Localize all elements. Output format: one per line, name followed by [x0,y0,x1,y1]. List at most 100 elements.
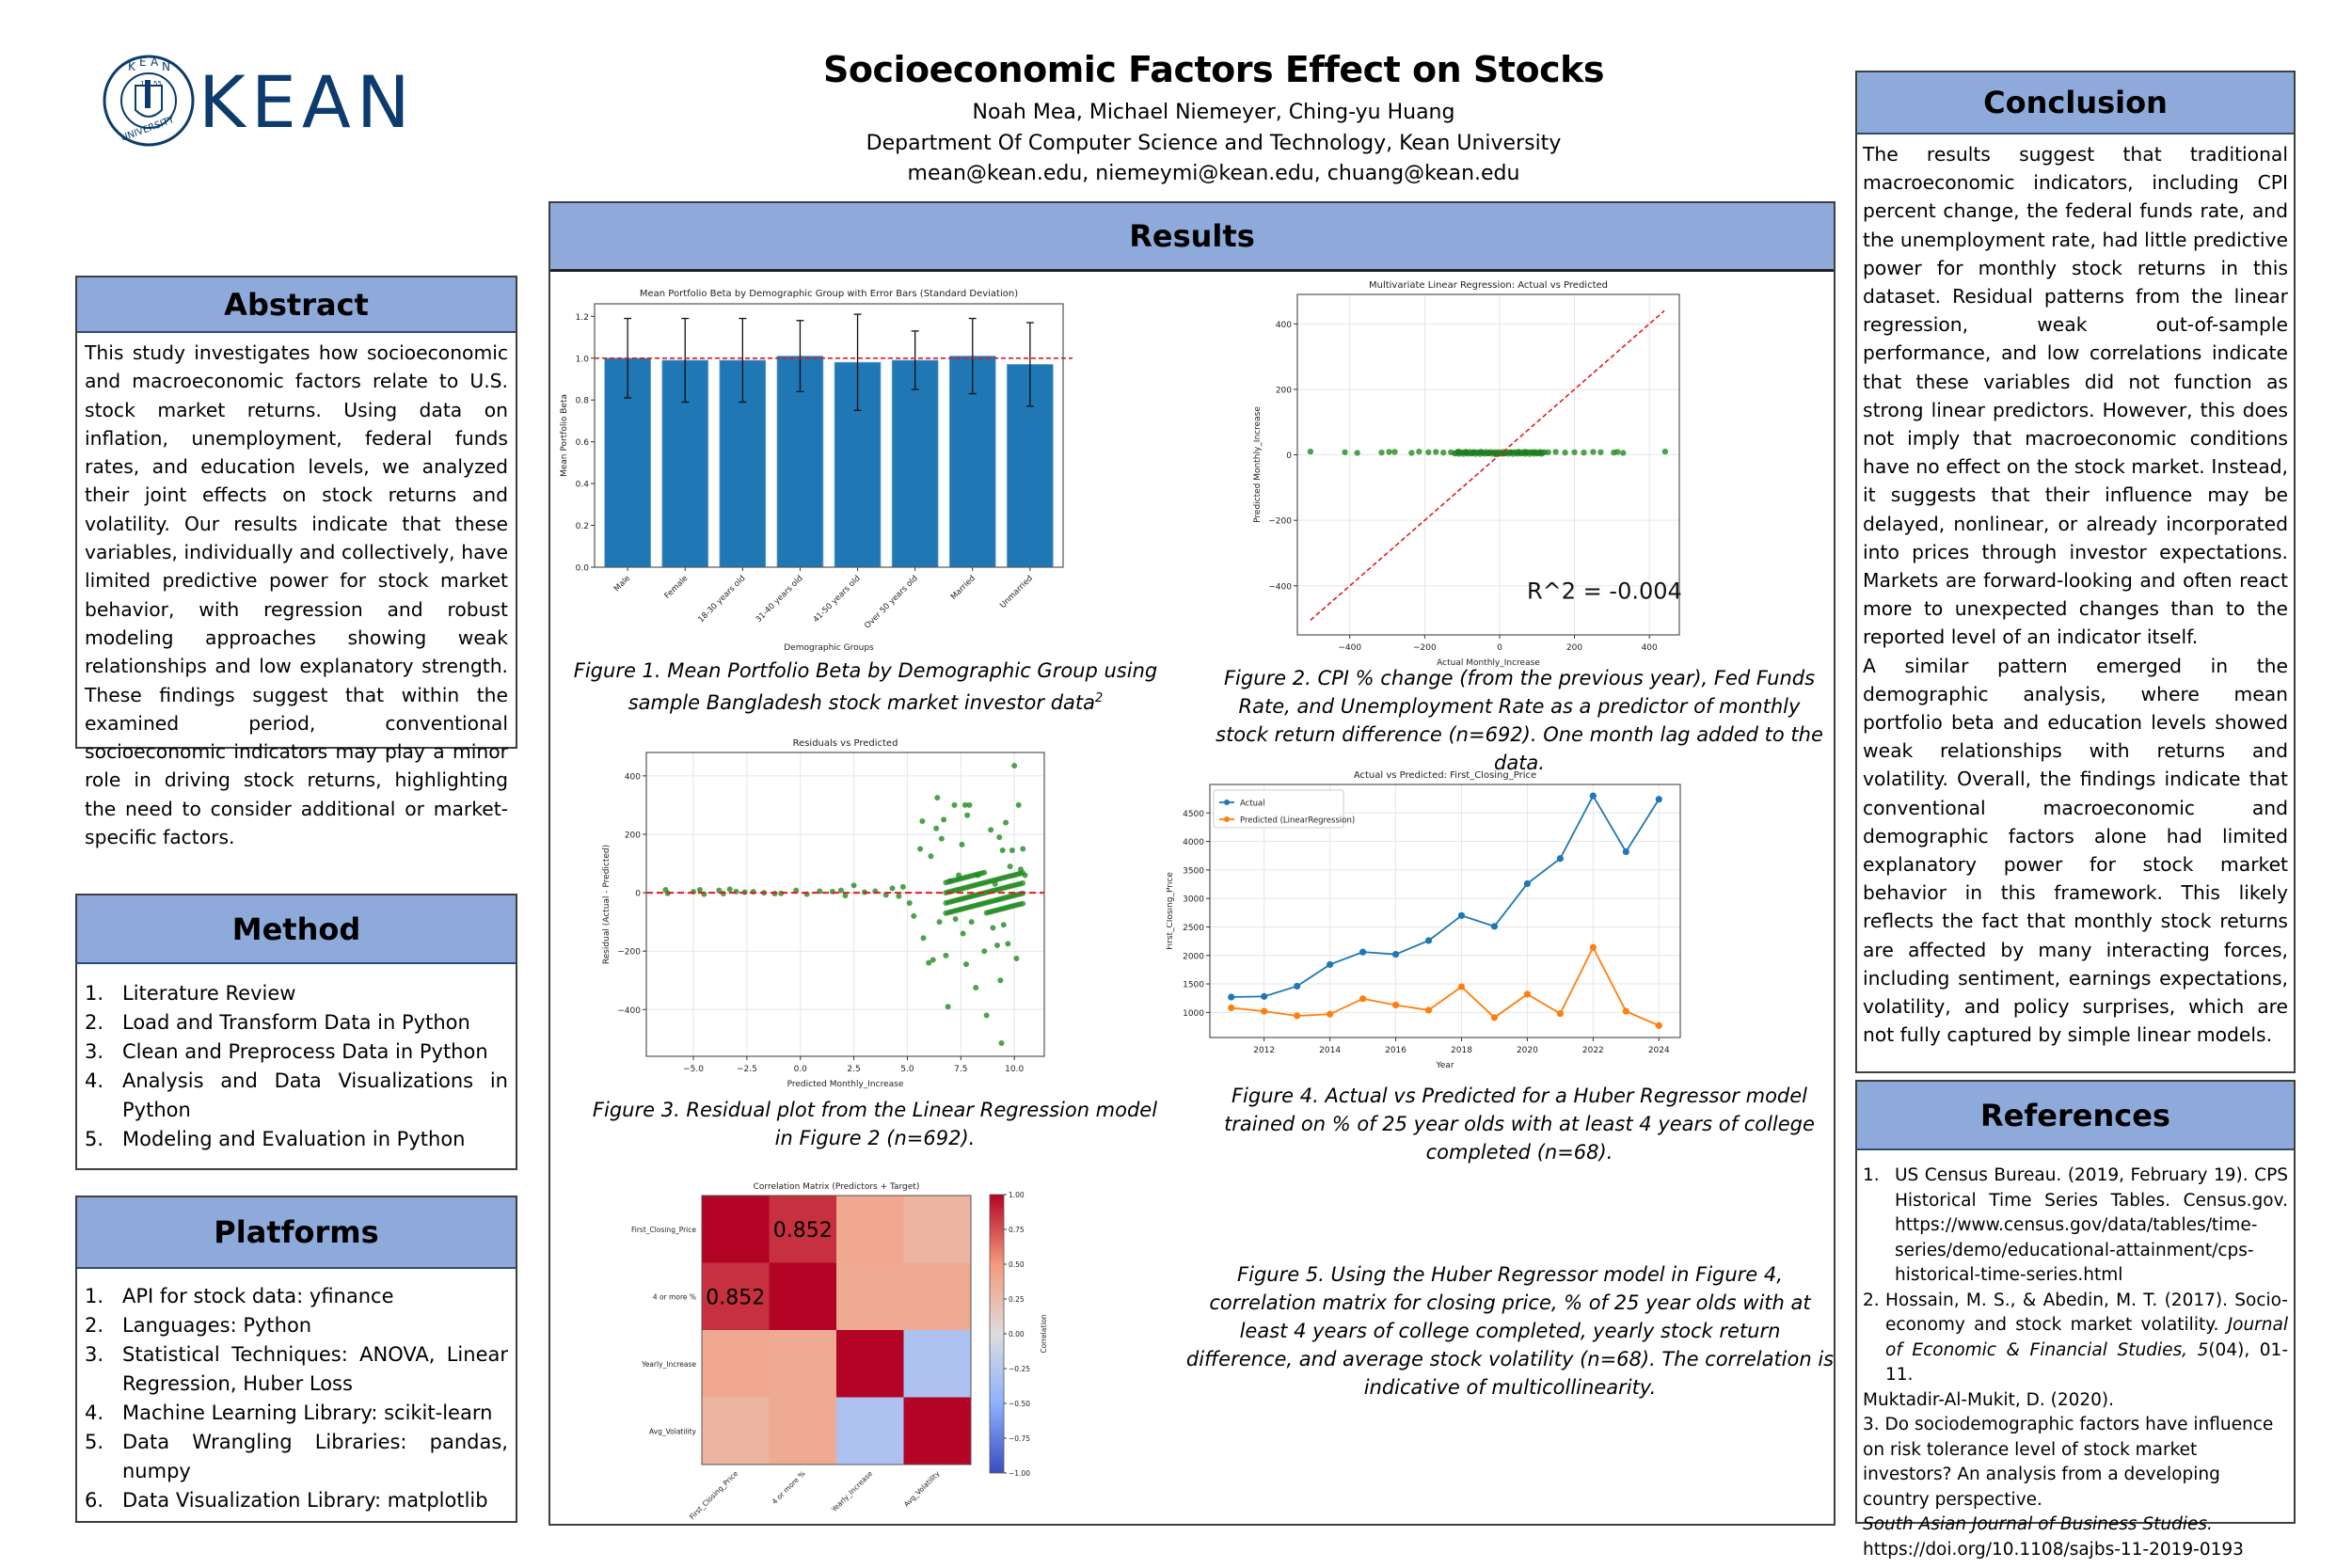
abstract-text: This study investigates how socioeconomi… [77,333,516,851]
svg-text:200: 200 [1566,643,1582,653]
svg-text:1500: 1500 [1183,981,1204,990]
platform-item: 6. Data Visualization Library: matplotlib [85,1489,488,1512]
svg-text:−200: −200 [1413,643,1437,653]
svg-text:K: K [128,60,136,73]
references-heading: References [1857,1082,2294,1150]
svg-text:−1.00: −1.00 [1009,1469,1030,1478]
svg-text:31-40 years old: 31-40 years old [755,574,805,625]
svg-text:0.4: 0.4 [576,481,590,490]
abstract-paragraph: This study investigates how socioeconomi… [85,341,508,849]
kean-seal-icon: 18 55 K E A N UNIVERSITY KEAN [103,55,416,147]
svg-text:Predicted Monthly_Increase: Predicted Monthly_Increase [787,1080,904,1089]
svg-text:0.852: 0.852 [773,1219,833,1243]
svg-text:400: 400 [1276,321,1292,330]
poster-authors: Noah Mea, Michael Niemeyer, Ching-yu Hua… [972,101,1455,124]
poster-department: Department Of Computer Science and Techn… [866,132,1562,155]
svg-text:55: 55 [153,80,162,87]
svg-text:Female: Female [663,574,691,601]
svg-text:0.2: 0.2 [576,522,589,531]
platform-item: 5. Data Wrangling Libraries: pandas, nump… [85,1431,508,1482]
svg-text:−200: −200 [1268,517,1292,527]
poster-title: Socioeconomic Factors Effect on Stocks [823,49,1605,90]
svg-text:Avg_Volatility: Avg_Volatility [902,1469,942,1509]
svg-text:0.8: 0.8 [576,397,590,406]
svg-text:Yearly_Increase: Yearly_Increase [829,1469,874,1514]
svg-text:Avg_Volatility: Avg_Volatility [649,1427,697,1435]
svg-text:4500: 4500 [1183,810,1204,819]
svg-text:A: A [151,55,159,69]
svg-text:2016: 2016 [1385,1046,1406,1055]
svg-text:Predicted Monthly_Increase: Predicted Monthly_Increase [1253,406,1263,523]
svg-text:0: 0 [1497,643,1502,653]
svg-text:R^2 = -0.004: R^2 = -0.004 [1527,578,1682,605]
svg-text:5.0: 5.0 [900,1065,914,1074]
method-item: 3. Clean and Preprocess Data in Python [85,1040,488,1063]
svg-text:−0.25: −0.25 [1009,1365,1030,1373]
platforms-heading: Platforms [77,1197,516,1269]
figure-1-caption: Figure 1. Mean Portfolio Beta by Demogra… [573,659,1158,714]
svg-text:Year: Year [1435,1061,1454,1070]
platforms-panel: Platforms 1. API for stock data: yfinance… [75,1196,517,1523]
svg-text:E: E [139,55,147,69]
svg-text:First_Closing_Price: First_Closing_Price [631,1226,696,1234]
conclusion-panel: Conclusion The results suggest that trad… [1855,71,2296,1073]
abstract-heading: Abstract [77,277,516,333]
svg-text:200: 200 [625,831,641,840]
figure-1-bar-chart: Male Female 18-30 years old 31-40 years old… [560,289,1073,653]
svg-text:Demographic Groups: Demographic Groups [784,643,874,653]
svg-text:First_Closing_Price: First_Closing_Price [1167,872,1175,950]
svg-text:0.00: 0.00 [1009,1330,1025,1338]
svg-text:0.6: 0.6 [576,438,590,448]
svg-text:2014: 2014 [1319,1046,1341,1055]
method-item: 2. Load and Transform Data in Python [85,1011,470,1034]
reference-item: 1. US Census Bureau. (2019, February 19)… [1863,1165,2288,1285]
svg-text:N: N [162,60,170,73]
poster-emails: mean@kean.edu, niemeymi@kean.edu, chuang… [907,162,1520,185]
svg-text:Actual vs Predicted: First_Clo: Actual vs Predicted: First_Closing_Price [1354,770,1536,781]
platform-item: 4. Machine Learning Library: scikit-learn [85,1402,493,1424]
svg-text:Residuals vs Predicted: Residuals vs Predicted [793,738,898,749]
references-panel: References 1. US Census Bureau. (2019, F… [1855,1080,2296,1560]
conclusion-paragraph: A similar pattern emerged in the demogra… [1863,654,2288,1047]
svg-text:400: 400 [1642,643,1658,653]
svg-text:Mean Portfolio Beta by Demogra: Mean Portfolio Beta by Demographic Group… [640,289,1018,299]
abstract-panel: Abstract This study investigates how soc… [75,276,517,848]
svg-text:Married: Married [949,574,977,602]
svg-text:200: 200 [1276,386,1292,395]
figure-3-caption: Figure 3. Residual plot from the Linear … [592,1099,1158,1149]
svg-text:2018: 2018 [1451,1046,1472,1055]
svg-text:1.0: 1.0 [576,355,590,364]
svg-text:400: 400 [625,772,641,782]
svg-text:Yearly_Increase: Yearly_Increase [641,1360,696,1369]
svg-text:2024: 2024 [1648,1046,1670,1055]
svg-text:−0.50: −0.50 [1009,1400,1030,1408]
reference-item: Muktadir-Al-Mukit, D. (2020). 3. Do soci… [1863,1389,2274,1560]
svg-text:2020: 2020 [1517,1046,1538,1055]
figure-2-caption: Figure 2. CPI % change (from the previou… [1216,667,1823,774]
svg-text:10.0: 10.0 [1005,1065,1024,1074]
svg-text:3500: 3500 [1183,866,1204,876]
svg-text:Predicted (LinearRegression): Predicted (LinearRegression) [1240,816,1355,826]
svg-text:Male: Male [612,574,632,594]
method-item: 4. Analysis and Data Visualizations in Py… [85,1069,508,1121]
platforms-list: 1. API for stock data: yfinance 2. Languag… [85,1282,508,1515]
platform-item: 1. API for stock data: yfinance [85,1285,394,1307]
svg-text:18: 18 [140,80,149,87]
figure-5-caption: Figure 5. Using the Huber Regressor mode… [1185,1263,1835,1399]
svg-text:1.00: 1.00 [1009,1191,1025,1199]
svg-text:4000: 4000 [1183,838,1204,847]
svg-text:0.852: 0.852 [706,1286,765,1309]
svg-text:18-30 years old: 18-30 years old [696,574,747,625]
svg-text:Correlation: Correlation [1040,1314,1048,1354]
reference-item: 2. Hossain, M. S., & Abedin, M. T. (2017… [1863,1290,2288,1386]
svg-text:Mean Portfolio Beta: Mean Portfolio Beta [560,394,569,477]
svg-text:KEAN: KEAN [199,60,416,144]
svg-text:4 or more %: 4 or more % [771,1469,807,1506]
svg-text:2.5: 2.5 [847,1065,860,1074]
platform-item: 3. Statistical Techniques: ANOVA, Linear … [85,1343,508,1395]
svg-text:0: 0 [1286,451,1292,461]
method-list: 1. Literature Review 2. Load and Transform… [85,979,508,1154]
svg-text:Correlation Matrix (Predictors: Correlation Matrix (Predictors + Target) [754,1182,920,1192]
svg-text:−0.75: −0.75 [1009,1434,1030,1443]
results-heading: Results [550,203,1834,272]
